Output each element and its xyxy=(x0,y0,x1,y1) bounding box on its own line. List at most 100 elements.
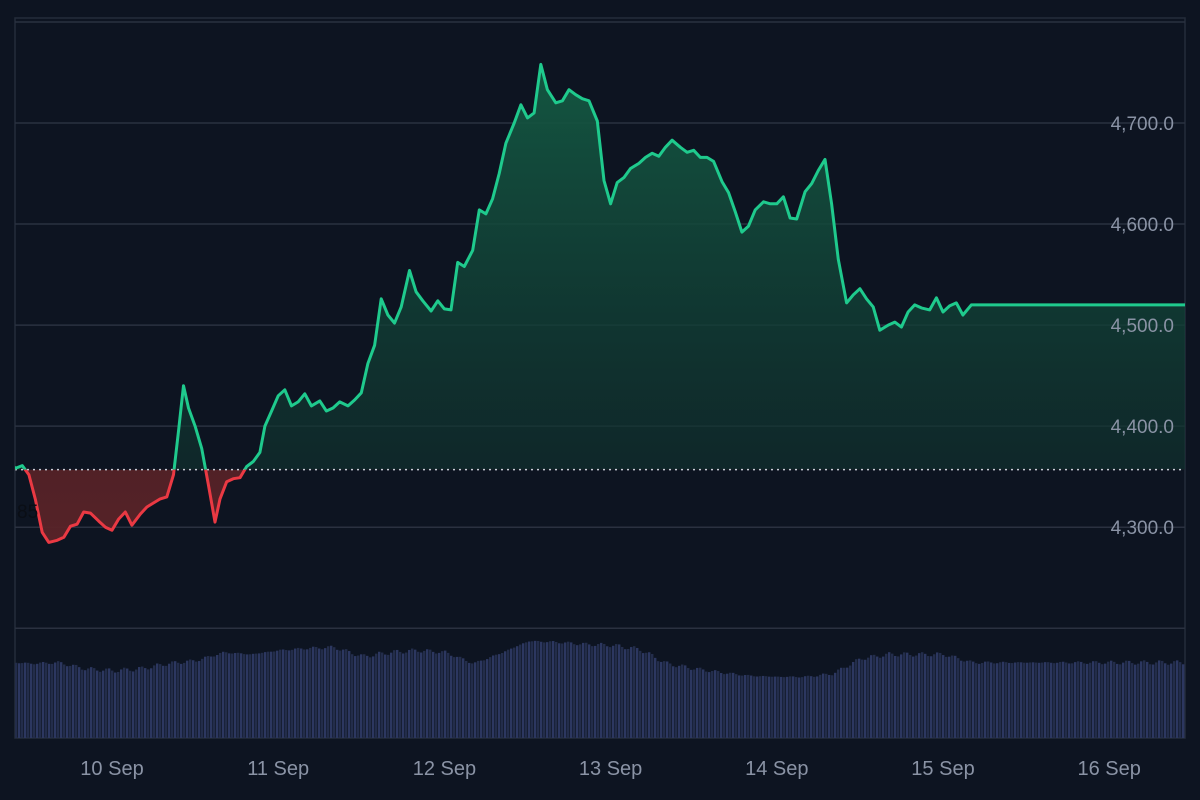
volume-bar xyxy=(522,643,525,738)
volume-bar xyxy=(558,643,561,738)
volume-bar xyxy=(618,644,621,738)
volume-bar xyxy=(306,649,309,738)
volume-bar xyxy=(804,676,807,738)
volume-bar xyxy=(84,670,87,738)
volume-bar xyxy=(762,675,765,738)
volume-bar xyxy=(228,653,231,738)
volume-bar xyxy=(882,656,885,738)
volume-bar xyxy=(1149,664,1152,738)
volume-bar xyxy=(768,676,771,738)
volume-bar xyxy=(222,651,225,738)
volume-bar xyxy=(1140,661,1143,738)
volume-bar xyxy=(111,670,114,738)
price-area xyxy=(15,64,1185,543)
volume-bar xyxy=(315,647,318,738)
volume-bar xyxy=(129,670,132,738)
volume-bar xyxy=(678,665,681,738)
volume-bar xyxy=(411,648,414,738)
volume-bar xyxy=(24,662,27,738)
volume-bar xyxy=(744,675,747,738)
volume-bar xyxy=(960,660,963,738)
volume-bar xyxy=(216,655,219,738)
y-tick-label: 4,400.0 xyxy=(1111,417,1174,438)
volume-bar xyxy=(534,640,537,738)
volume-bar xyxy=(750,675,753,738)
price-area-above-baseline xyxy=(15,64,1185,470)
volume-bar xyxy=(1125,660,1128,738)
volume-bar xyxy=(1110,660,1113,738)
volume-bar xyxy=(1137,663,1140,738)
volume-bar xyxy=(363,654,366,738)
volume-bar xyxy=(303,649,306,738)
volume-bar xyxy=(1170,663,1173,738)
volume-bar xyxy=(117,671,120,738)
volume-bar xyxy=(408,649,411,738)
volume-bar xyxy=(21,663,24,738)
volume-bar xyxy=(786,676,789,738)
volume-bar xyxy=(540,641,543,738)
volume-bar xyxy=(264,652,267,738)
volume-bar xyxy=(555,641,558,738)
volume-bar xyxy=(60,662,63,738)
volume-bar xyxy=(852,661,855,738)
volume-bar xyxy=(66,666,69,738)
volume-bar xyxy=(75,664,78,738)
volume-bar xyxy=(294,648,297,738)
volume-bar xyxy=(480,660,483,738)
volume-bar xyxy=(795,677,798,738)
volume-bar xyxy=(132,671,135,738)
volume-bar xyxy=(753,676,756,738)
volume-bar xyxy=(381,652,384,738)
volume-bar xyxy=(837,669,840,738)
volume-bar xyxy=(666,661,669,738)
volume-bar xyxy=(933,654,936,738)
volume-bar xyxy=(921,652,924,738)
volume-bar xyxy=(1113,661,1116,738)
volume-bar xyxy=(993,663,996,738)
volume-bar xyxy=(282,649,285,738)
volume-bar xyxy=(81,669,84,738)
volume-bar xyxy=(471,663,474,738)
volume-bar xyxy=(1092,661,1095,738)
volume-bar xyxy=(42,661,45,738)
volume-bar xyxy=(843,667,846,738)
volume-bar xyxy=(792,676,795,738)
volume-bar xyxy=(1143,660,1146,738)
volume-bar xyxy=(168,663,171,738)
volume-bar xyxy=(93,668,96,738)
volume-bar xyxy=(267,651,270,738)
volume-bar xyxy=(720,672,723,738)
volume-bar xyxy=(1131,663,1134,738)
volume-bar xyxy=(438,652,441,738)
volume-bar xyxy=(909,654,912,738)
volume-bar xyxy=(39,662,42,738)
volume-bar xyxy=(879,657,882,738)
volume-bar xyxy=(354,656,357,738)
volume-bar xyxy=(969,660,972,738)
volume-bar xyxy=(996,663,999,738)
volume-bar xyxy=(1122,662,1125,738)
volume-bar xyxy=(735,674,738,738)
volume-bar xyxy=(1071,663,1074,738)
volume-bar xyxy=(1134,664,1137,738)
volume-bar xyxy=(984,661,987,738)
volume-bar xyxy=(459,656,462,738)
volume-bar xyxy=(510,648,513,738)
volume-bar xyxy=(72,664,75,738)
volume-bar xyxy=(1014,662,1017,738)
volume-bar xyxy=(741,675,744,738)
volume-bar xyxy=(243,654,246,738)
volume-bar xyxy=(777,676,780,738)
volume-bar xyxy=(627,648,630,738)
volume-bar xyxy=(273,651,276,738)
volume-bar xyxy=(864,659,867,738)
volume-bar xyxy=(633,646,636,738)
volume-bar xyxy=(144,668,147,738)
volume-bar xyxy=(828,674,831,738)
volume-bar xyxy=(249,654,252,738)
volume-bar xyxy=(756,676,759,738)
volume-bar xyxy=(570,642,573,738)
volume-bar xyxy=(918,653,921,738)
x-tick-label: 15 Sep xyxy=(911,758,974,780)
volume-bar xyxy=(369,657,372,738)
